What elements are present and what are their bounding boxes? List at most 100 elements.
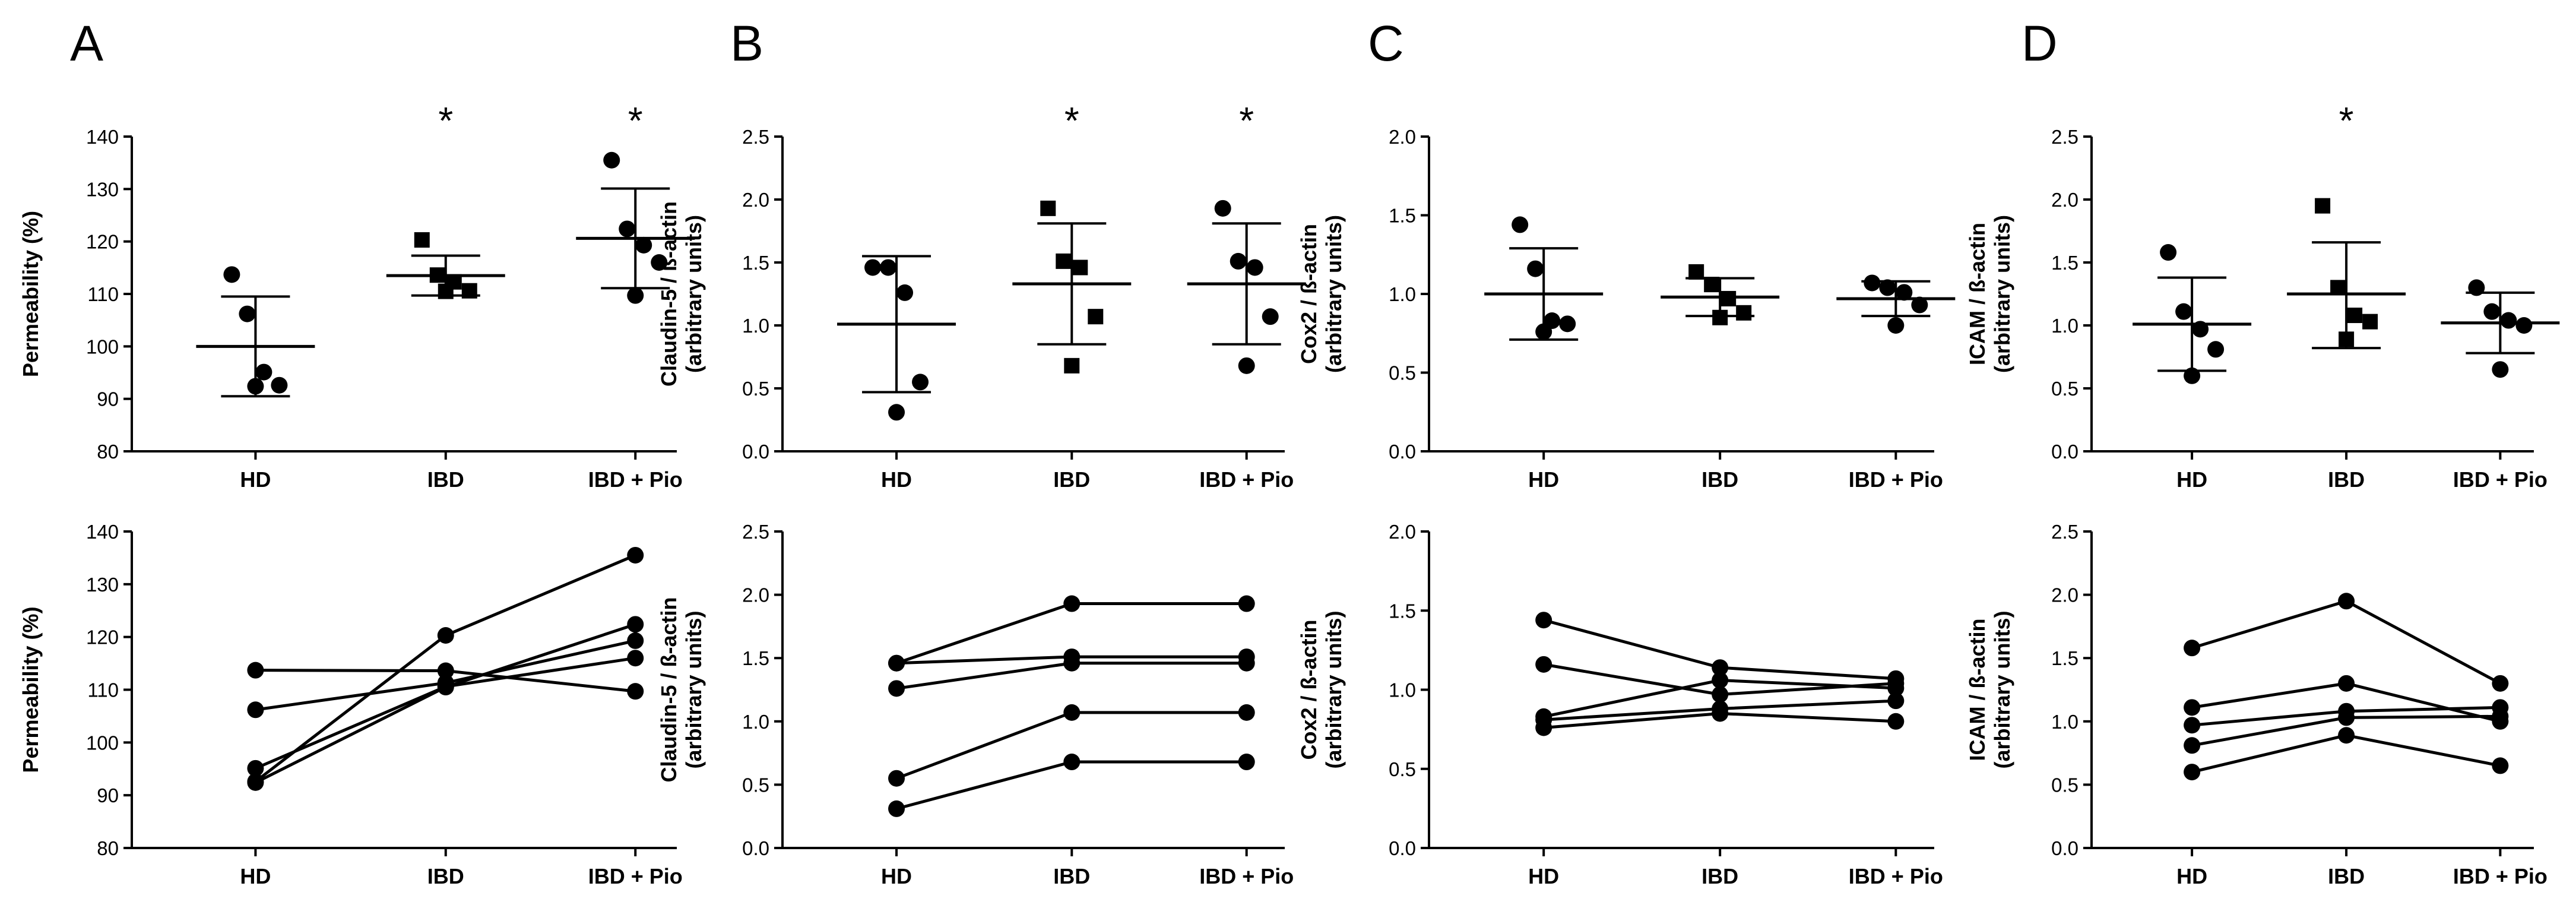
data-point-circle bbox=[2175, 303, 2192, 320]
y-tick-label: 0.5 bbox=[2051, 774, 2078, 796]
data-point-square bbox=[1688, 264, 1704, 280]
data-point-circle bbox=[1559, 315, 1576, 333]
y-tick-label: 1.5 bbox=[742, 252, 769, 274]
data-point-circle bbox=[247, 701, 264, 719]
chart-c-top: 0.0 0.5 1.0 1.5 2.0 HD IBD IBD + Pio Cox2 / ß-ac… bbox=[1297, 126, 1956, 492]
y-tick-label: 1.0 bbox=[2051, 315, 2078, 337]
data-point-circle bbox=[2207, 341, 2225, 358]
data-point-circle bbox=[1887, 692, 1905, 710]
data-point-circle bbox=[1896, 284, 1913, 301]
data-point-square bbox=[1712, 309, 1728, 325]
data-point-circle bbox=[888, 654, 905, 672]
data-point-circle bbox=[603, 151, 620, 169]
x-category-label: HD bbox=[240, 467, 271, 492]
panel-letters: A B C D bbox=[70, 15, 2058, 71]
data-point-circle bbox=[1238, 595, 1255, 612]
y-tick-label: 2.5 bbox=[2051, 521, 2078, 543]
y-axis-label: Cox2 / ß-actin bbox=[1297, 619, 1321, 760]
y-tick-label: 130 bbox=[86, 178, 119, 200]
data-point-circle bbox=[2483, 303, 2501, 320]
data-point-circle bbox=[651, 254, 668, 271]
y-tick-label: 0.5 bbox=[742, 774, 769, 796]
series-line bbox=[255, 622, 636, 784]
y-tick-label: 0.0 bbox=[742, 441, 769, 463]
data-point-circle bbox=[2492, 675, 2509, 692]
y-tick-label: 1.5 bbox=[1389, 600, 1416, 622]
y-tick-label: 1.5 bbox=[2051, 252, 2078, 274]
data-point-circle bbox=[1864, 274, 1881, 292]
data-point-circle bbox=[864, 259, 882, 276]
y-tick-label: 1.0 bbox=[742, 315, 769, 337]
y-axis-label: (arbitrary units) bbox=[1322, 215, 1346, 373]
y-tick-label: 0.5 bbox=[1389, 362, 1416, 384]
y-tick-label: 0.0 bbox=[2051, 441, 2078, 463]
chart-b-top: 0.0 0.5 1.0 1.5 2.0 2.5 HD IBD IBD + Pio Claudin-… bbox=[657, 99, 1306, 492]
x-category-label: HD bbox=[881, 864, 912, 888]
data-point-square bbox=[438, 283, 454, 299]
data-point-circle bbox=[2184, 640, 2201, 657]
x-category-label: IBD + Pio bbox=[2453, 467, 2548, 492]
x-category-label: IBD bbox=[1053, 864, 1090, 888]
data-point-circle bbox=[437, 627, 454, 644]
data-point-circle bbox=[1887, 317, 1905, 334]
data-point-square bbox=[414, 232, 430, 248]
data-point-circle bbox=[1712, 705, 1729, 722]
y-tick-label: 1.0 bbox=[742, 711, 769, 733]
data-point-circle bbox=[2492, 708, 2509, 725]
data-point-square bbox=[1720, 290, 1737, 306]
data-point-circle bbox=[2492, 757, 2509, 774]
y-tick-label: 2.5 bbox=[742, 521, 769, 543]
y-tick-label: 0.0 bbox=[1389, 837, 1416, 859]
data-point-circle bbox=[247, 774, 264, 791]
data-point-circle bbox=[247, 378, 264, 395]
data-point-circle bbox=[1230, 252, 1247, 270]
x-category-label: IBD + Pio bbox=[588, 864, 683, 888]
data-point-circle bbox=[1238, 704, 1255, 721]
x-category-label: IBD bbox=[1702, 467, 1738, 492]
data-point-circle bbox=[1527, 260, 1544, 277]
y-axis-label: (arbitrary units) bbox=[682, 215, 706, 373]
data-point-square bbox=[1064, 357, 1080, 374]
x-category-label: IBD + Pio bbox=[1199, 864, 1294, 888]
y-tick-label: 1.0 bbox=[1389, 679, 1416, 701]
chart-d-bottom: 0.0 0.5 1.0 1.5 2.0 2.5 HD IBD IBD + Pio ICAM / ß… bbox=[1965, 521, 2548, 888]
y-tick-label: 120 bbox=[86, 626, 119, 648]
y-tick-label: 110 bbox=[87, 679, 119, 701]
y-axis-label: Cox2 / ß-actin bbox=[1297, 224, 1321, 364]
data-point-circle bbox=[255, 363, 273, 381]
data-point-circle bbox=[896, 284, 914, 301]
x-category-label: HD bbox=[2176, 467, 2207, 492]
data-point-circle bbox=[619, 220, 636, 238]
significance-asterisk: * bbox=[438, 99, 453, 142]
y-tick-label: 80 bbox=[97, 837, 119, 859]
data-point-circle bbox=[271, 376, 288, 394]
y-tick-label: 2.0 bbox=[2051, 189, 2078, 211]
y-tick-label: 100 bbox=[86, 732, 119, 754]
data-point-circle bbox=[2338, 727, 2355, 744]
data-point-circle bbox=[1262, 308, 1279, 325]
chart-a-top: 80 90 100 110 120 130 140 HD IBD IBD + Pio Permeab… bbox=[18, 99, 695, 492]
y-axis-label: Permeability (%) bbox=[18, 606, 43, 773]
y-tick-label: 0.0 bbox=[2051, 837, 2078, 859]
data-point-circle bbox=[239, 305, 256, 322]
data-point-circle bbox=[627, 287, 644, 304]
data-point-square bbox=[2315, 198, 2331, 214]
data-point-circle bbox=[888, 800, 905, 817]
data-point-circle bbox=[912, 374, 929, 391]
data-point-circle bbox=[888, 680, 905, 697]
y-axis-label: ICAM / ß-actin bbox=[1965, 619, 1989, 761]
y-tick-label: 1.5 bbox=[2051, 647, 2078, 669]
y-tick-label: 0.0 bbox=[1389, 441, 1416, 463]
data-point-circle bbox=[1887, 713, 1905, 730]
data-point-circle bbox=[1063, 704, 1081, 721]
y-axis-label: (arbitrary units) bbox=[1990, 610, 2014, 768]
chart-a-bottom: 80 90 100 110 120 130 140 HD IBD IBD + Pio Permeab… bbox=[18, 521, 683, 888]
data-point-circle bbox=[1535, 719, 1552, 736]
data-point-circle bbox=[1712, 659, 1729, 676]
data-point-circle bbox=[1712, 686, 1729, 703]
data-point-square bbox=[2362, 314, 2378, 330]
y-axis-label: Permeability (%) bbox=[18, 211, 43, 377]
y-tick-label: 1.5 bbox=[742, 647, 769, 669]
data-point-square bbox=[1056, 253, 1072, 269]
x-category-label: IBD bbox=[2328, 864, 2365, 888]
